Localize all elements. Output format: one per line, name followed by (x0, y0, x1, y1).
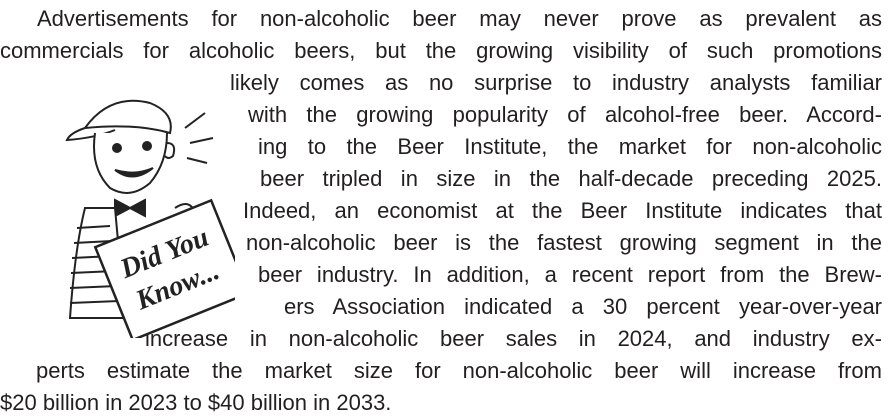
text-line: Indeed, an economist at the Beer Institu… (243, 195, 882, 227)
text-line: with the growing popularity of alcohol-f… (248, 99, 882, 131)
text-line: $20 billion in 2023 to $40 billion in 20… (0, 387, 882, 419)
text-line: beer industry. In addition, a recent rep… (258, 259, 882, 291)
text-line: ing to the Beer Institute, the market fo… (258, 131, 882, 163)
text-line: increase in non-alcoholic beer sales in … (145, 323, 882, 355)
text-line: likely comes as no surprise to industry … (230, 67, 882, 99)
page: Advertisements for non-alcoholic beer ma… (0, 0, 895, 419)
text-line: non-alcoholic beer is the fastest growin… (246, 227, 882, 259)
text-line: commercials for alcoholic beers, but the… (0, 35, 882, 67)
text-line: beer tripled in size in the half-decade … (260, 163, 882, 195)
text-line: ers Association indicated a 30 percent y… (284, 291, 882, 323)
text-line: perts estimate the market size for non-a… (36, 355, 882, 387)
text-line: Advertisements for non-alcoholic beer ma… (37, 3, 882, 35)
illustration: Did You Know... (55, 88, 235, 338)
